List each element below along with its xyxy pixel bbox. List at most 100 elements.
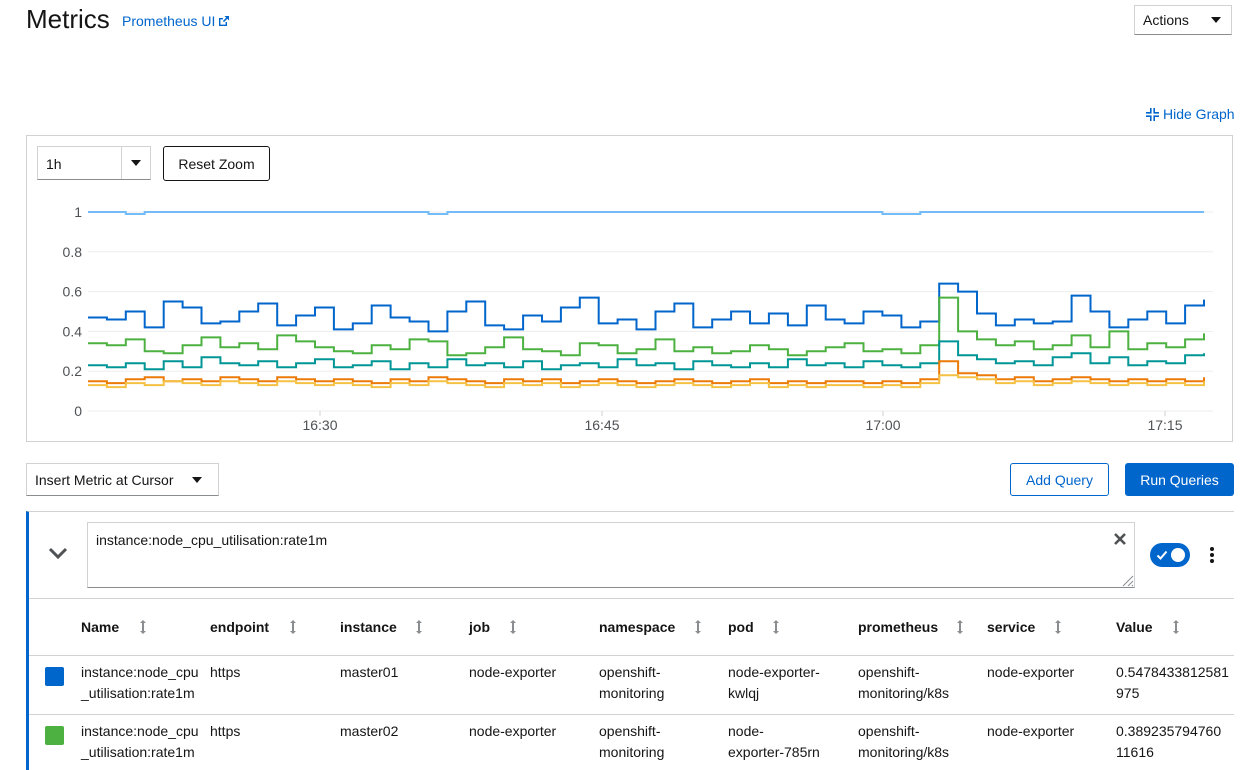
job-cell-line: node-exporter	[469, 721, 556, 742]
prometheus-cell-line: openshift-	[858, 662, 949, 683]
y-tick-label: 0.8	[63, 244, 83, 260]
check-icon	[1156, 549, 1168, 561]
endpoint-cell-line: https	[210, 662, 240, 683]
x-axis-ticks: 16:30 16:45 17:00 17:15	[302, 411, 1182, 433]
resize-grip-icon[interactable]	[1120, 573, 1134, 587]
pod-cell-line: node-	[728, 721, 820, 742]
series-name-cell-line: instance:node_cpu	[81, 721, 199, 742]
prometheus-ui-link-label: Prometheus UI	[122, 13, 215, 29]
sort-icon[interactable]	[414, 619, 424, 635]
prometheus-cell-line: openshift-	[858, 721, 949, 742]
insert-metric-label: Insert Metric at Cursor	[35, 472, 173, 488]
instance-cell-line: master02	[340, 721, 398, 742]
service-cell: node-exporter	[987, 662, 1074, 683]
series-line-3[interactable]	[88, 341, 1204, 369]
sort-icon[interactable]	[1053, 619, 1063, 635]
series-line-2[interactable]	[88, 298, 1204, 356]
instance-cell: master02	[340, 721, 398, 742]
y-tick-label: 0.6	[63, 284, 83, 300]
pod-cell: node-exporter-kwlqj	[728, 662, 820, 704]
sort-icon[interactable]	[508, 619, 518, 635]
page-title: Metrics	[26, 4, 110, 35]
x-tick-label: 17:00	[865, 417, 900, 433]
sort-icon[interactable]	[955, 619, 965, 635]
column-header-instance[interactable]: instance	[340, 619, 397, 635]
instance-cell-line: master01	[340, 662, 398, 683]
service-cell: node-exporter	[987, 721, 1074, 742]
query-expression-input[interactable]: instance:node_cpu_utilisation:rate1m	[87, 522, 1135, 588]
query-enabled-toggle[interactable]	[1150, 543, 1190, 567]
service-cell-line: node-exporter	[987, 721, 1074, 742]
time-span-input[interactable]: 1h	[38, 147, 121, 179]
series-color-swatch[interactable]	[45, 726, 64, 745]
insert-metric-dropdown[interactable]: Insert Metric at Cursor	[26, 463, 219, 496]
sort-icon[interactable]	[1171, 619, 1181, 635]
value-cell-line: 11616	[1116, 742, 1221, 763]
service-cell-line: node-exporter	[987, 662, 1074, 683]
caret-down-icon	[192, 477, 202, 483]
job-cell-line: node-exporter	[469, 662, 556, 683]
actions-label: Actions	[1143, 12, 1189, 28]
column-header-value[interactable]: Value	[1116, 619, 1153, 635]
metrics-chart[interactable]: 1 0.8 0.6 0.4 0.2 0 16:30 16:45 17:00 17:15	[26, 195, 1226, 440]
series-name-cell-line: instance:node_cpu	[81, 662, 199, 683]
column-header-name[interactable]: Name	[81, 619, 119, 635]
column-header-namespace[interactable]: namespace	[599, 619, 675, 635]
sort-icon[interactable]	[138, 619, 148, 635]
sort-icon[interactable]	[771, 619, 781, 635]
run-queries-button[interactable]: Run Queries	[1125, 463, 1234, 496]
reset-zoom-button[interactable]: Reset Zoom	[163, 146, 270, 181]
column-header-prometheus[interactable]: prometheus	[858, 619, 938, 635]
close-icon[interactable]	[1112, 531, 1128, 547]
series-color-swatch[interactable]	[45, 667, 64, 686]
x-tick-label: 16:30	[302, 417, 337, 433]
column-header-pod[interactable]: pod	[728, 619, 754, 635]
actions-dropdown[interactable]: Actions	[1134, 5, 1232, 35]
y-axis-ticks: 1 0.8 0.6 0.4 0.2 0	[63, 204, 83, 419]
caret-down-icon	[1211, 17, 1221, 23]
column-header-endpoint[interactable]: endpoint	[210, 619, 269, 635]
y-tick-label: 1	[74, 204, 82, 220]
job-cell: node-exporter	[469, 721, 556, 742]
series-name-cell-line: _utilisation:rate1m	[81, 683, 199, 704]
kebab-menu-icon[interactable]	[1208, 546, 1216, 564]
series-name-cell-line: _utilisation:rate1m	[81, 742, 199, 763]
pod-cell: node-exporter-785rn	[728, 721, 820, 763]
namespace-cell-line: monitoring	[599, 742, 664, 763]
chevron-down-icon[interactable]	[48, 545, 68, 561]
prometheus-cell-line: monitoring/k8s	[858, 683, 949, 704]
toggle-knob	[1171, 548, 1185, 562]
pod-cell-line: kwlqj	[728, 683, 820, 704]
add-query-button[interactable]: Add Query	[1010, 463, 1109, 496]
series-line-1[interactable]	[88, 284, 1204, 332]
hide-graph-button[interactable]: Hide Graph	[1146, 106, 1235, 122]
table-top-border	[29, 598, 1234, 599]
y-tick-label: 0.2	[63, 363, 83, 379]
chart-series	[88, 212, 1204, 387]
compress-icon	[1146, 108, 1159, 121]
y-tick-label: 0	[74, 403, 82, 419]
value-cell-line: 0.389235794760	[1116, 721, 1221, 742]
series-line-0[interactable]	[88, 212, 1204, 214]
column-header-service[interactable]: service	[987, 619, 1035, 635]
x-tick-label: 17:15	[1147, 417, 1182, 433]
namespace-cell-line: openshift-	[599, 662, 664, 683]
endpoint-cell-line: https	[210, 721, 240, 742]
pod-cell-line: node-exporter-	[728, 662, 820, 683]
time-span-toggle[interactable]	[121, 147, 150, 179]
series-name-cell: instance:node_cpu _utilisation:rate1m	[81, 662, 199, 704]
prometheus-cell-line: monitoring/k8s	[858, 742, 949, 763]
instance-cell: master01	[340, 662, 398, 683]
namespace-cell-line: openshift-	[599, 721, 664, 742]
row-divider	[29, 655, 1234, 656]
prometheus-cell: openshift-monitoring/k8s	[858, 721, 949, 763]
sort-icon[interactable]	[693, 619, 703, 635]
prometheus-cell: openshift-monitoring/k8s	[858, 662, 949, 704]
sort-icon[interactable]	[288, 619, 298, 635]
value-cell-line: 975	[1116, 683, 1229, 704]
prometheus-ui-link[interactable]: Prometheus UI	[122, 13, 230, 29]
namespace-cell: openshift-monitoring	[599, 662, 664, 704]
time-span-select[interactable]: 1h	[37, 146, 151, 180]
column-header-job[interactable]: job	[469, 619, 490, 635]
x-tick-label: 16:45	[584, 417, 619, 433]
